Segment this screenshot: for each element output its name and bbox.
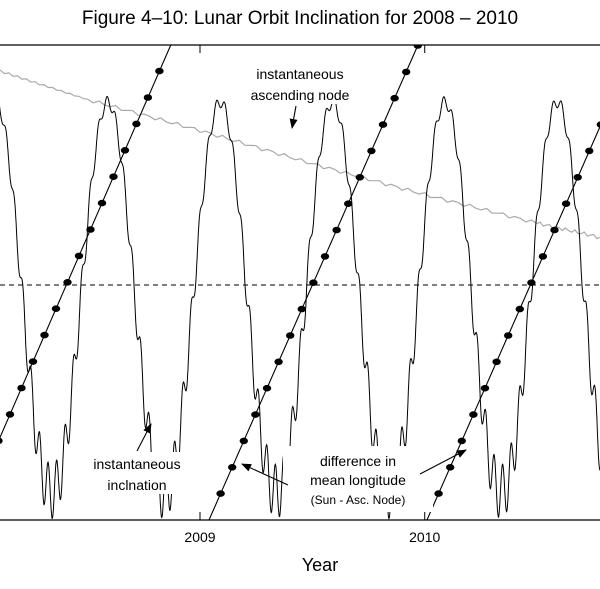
mean-longitude-marker <box>367 147 376 155</box>
mean-longitude-marker <box>446 464 455 471</box>
mean-longitude-marker <box>216 490 225 497</box>
mean-longitude-marker <box>86 226 95 233</box>
chart-title: Figure 4–10: Lunar Orbit Inclination for… <box>81 8 519 29</box>
inclination-series <box>0 95 600 520</box>
mean-longitude-marker <box>344 200 353 207</box>
mean-longitude-marker <box>480 384 490 392</box>
annotation-ascending-node-line: ascending node <box>251 87 350 103</box>
mean-longitude-marker <box>51 305 61 313</box>
arrow-ascending-node <box>289 105 298 129</box>
mean-longitude-marker <box>297 305 306 313</box>
mean-longitude-marker <box>0 437 3 444</box>
x-axis-label: Year <box>302 555 338 575</box>
mean-longitude-marker <box>120 147 130 154</box>
mean-longitude-marker <box>355 174 364 181</box>
annotation-inclination-line: inclnation <box>107 477 166 493</box>
mean-longitude-marker <box>274 358 283 366</box>
mean-longitude-marker <box>413 45 422 49</box>
annotation-inclination-bg <box>78 452 196 494</box>
mean-longitude-marker <box>28 358 38 365</box>
mean-longitude-marker <box>378 121 388 128</box>
annotation-difference-line: difference in <box>320 453 396 469</box>
mean-longitude-marker <box>320 253 330 260</box>
mean-longitude-marker <box>17 384 26 392</box>
mean-longitude-marker <box>309 279 318 287</box>
mean-longitude-marker <box>585 147 594 155</box>
mean-longitude-marker <box>550 226 559 234</box>
mean-longitude-marker <box>109 173 118 180</box>
mean-longitude-marker <box>596 121 600 128</box>
mean-longitude-marker <box>262 384 272 392</box>
annotation-inclination: instantaneous inclnation <box>93 456 180 493</box>
mean-longitude-marker <box>390 94 399 102</box>
arrow-difference-right <box>419 449 467 475</box>
annotation-node-bg <box>235 62 365 104</box>
mean-longitude-marker <box>228 464 237 471</box>
x-tick-label: 2010 <box>409 529 440 545</box>
arrow-difference-left <box>241 463 289 486</box>
plot-area <box>0 45 600 520</box>
mean-longitude-marker <box>573 174 582 181</box>
mean-longitude-marker <box>132 120 141 128</box>
annotation-ascending-node: instantaneous ascending node <box>251 66 350 103</box>
arrow-inclination <box>136 423 152 452</box>
ascending-node-series <box>0 69 600 240</box>
x-tick-label: 2009 <box>184 529 215 545</box>
mean-longitude-marker <box>434 490 443 497</box>
annotation-difference-line: mean longitude <box>310 472 406 488</box>
mean-longitude-marker <box>143 94 153 101</box>
mean-longitude-marker <box>239 437 248 445</box>
mean-longitude-marker <box>527 279 536 287</box>
annotation-difference-line: (Sun - Asc. Node) <box>311 493 406 507</box>
mean-longitude-line-1 <box>0 45 172 439</box>
annotation-inclination-line: instantaneous <box>93 456 180 472</box>
mean-longitude-marker <box>97 199 107 207</box>
mean-longitude-marker <box>332 226 341 234</box>
mean-longitude-marker <box>251 411 260 418</box>
mean-longitude-marker <box>561 200 571 207</box>
mean-longitude-marker <box>402 68 411 76</box>
mean-longitude-marker <box>469 411 478 418</box>
mean-longitude-marker <box>492 358 501 366</box>
mean-longitude-marker <box>504 332 513 339</box>
mean-longitude-marker <box>74 252 84 260</box>
mean-longitude-marker <box>63 279 72 286</box>
mean-longitude-marker <box>40 331 49 339</box>
mean-longitude-marker <box>286 332 295 339</box>
mean-longitude-marker <box>5 411 15 418</box>
annotation-difference-bg <box>283 446 433 512</box>
mean-longitude-marker <box>538 253 548 260</box>
mean-longitude-marker <box>155 67 164 75</box>
annotation-ascending-node-line: instantaneous <box>256 66 343 82</box>
mean-longitude-marker <box>457 437 466 445</box>
annotation-difference: difference in mean longitude (Sun - Asc. N… <box>310 453 406 507</box>
mean-longitude-marker <box>515 305 524 313</box>
